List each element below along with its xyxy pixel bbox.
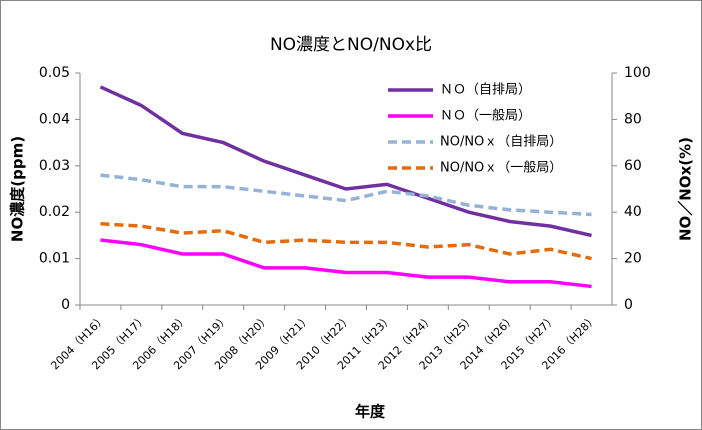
legend-label: ＮＯ（一般局） [440, 108, 531, 124]
chart-title: NO濃度とNO/NOx比 [270, 35, 432, 55]
series-line [100, 173, 592, 217]
y-tick-label: 0.04 [39, 111, 70, 127]
y2-tick-label: 0 [624, 297, 633, 313]
y2-tick-label: 40 [624, 204, 642, 220]
series-line [100, 238, 592, 289]
legend-label: NO/NOｘ（一般局） [440, 160, 562, 176]
y-tick-label: 0.02 [39, 204, 70, 220]
legend-label: ＮＯ（自排局） [440, 83, 531, 98]
y2-tick-label: 60 [624, 158, 642, 174]
series-line [100, 222, 592, 261]
y2-tick-label: 80 [624, 111, 642, 127]
y-tick-label: 0 [61, 297, 70, 313]
series-line [99, 85, 592, 238]
legend-label: NO/NOｘ（自排局） [440, 135, 562, 150]
y-axis-title: NO濃度(ppm) [9, 136, 27, 242]
y2-tick-label: 20 [624, 251, 642, 267]
x-axis-title: 年度 [355, 403, 386, 421]
y-tick-label: 0.03 [39, 158, 70, 174]
y-tick-label: 0.05 [39, 65, 70, 81]
y2-axis-title: NO／NOx(%) [677, 137, 695, 241]
y2-tick-label: 100 [624, 65, 651, 81]
y-tick-label: 0.01 [39, 251, 70, 267]
